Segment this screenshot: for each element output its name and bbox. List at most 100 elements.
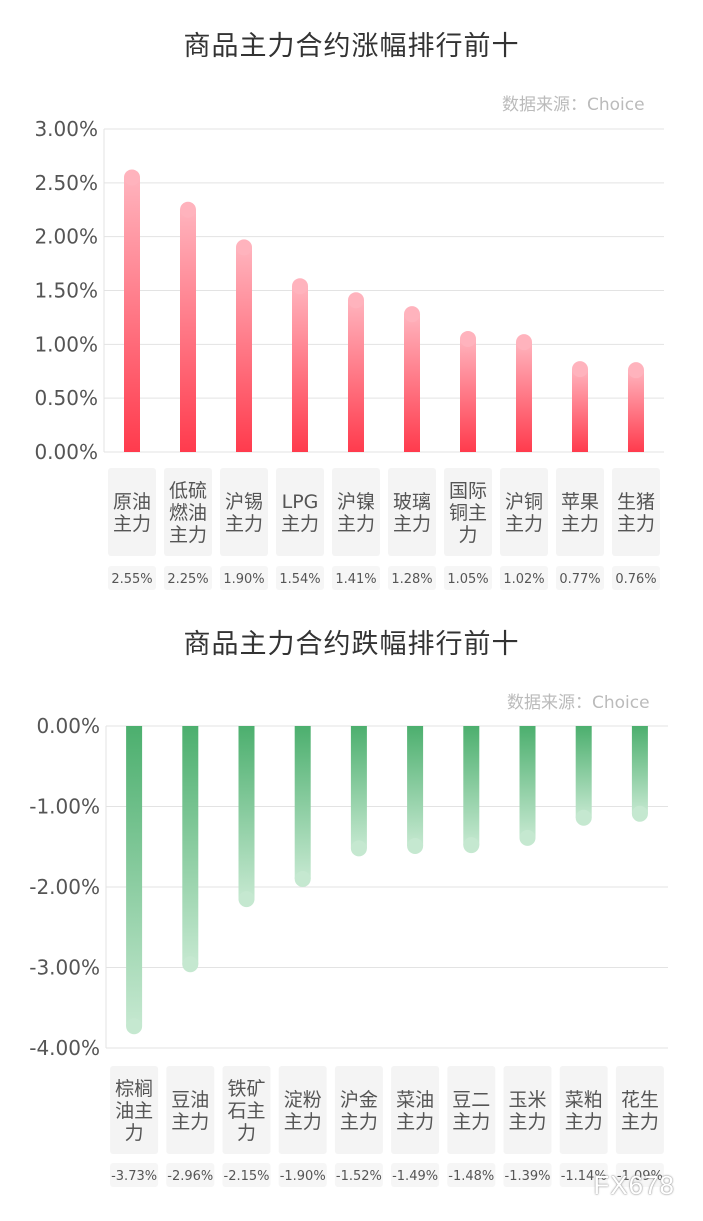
category-label: 苹果主力 [561, 491, 599, 535]
value-label-box [615, 1163, 664, 1187]
category-label: 沪镍主力 [337, 491, 375, 535]
bar [180, 209, 196, 452]
category-label-box [556, 468, 604, 556]
bar [124, 177, 140, 452]
rise-chart: 3.00% 2.50% 2.00% 1.50% 1.00% 0.50% 0.00% 原油主力 2… [34, 117, 664, 590]
y-tick-label: -1.00% [29, 795, 100, 819]
category-label: LPG 主力 [281, 491, 319, 535]
bar [350, 726, 367, 849]
value-label-box [108, 566, 156, 590]
y-tick-label: -3.00% [29, 956, 100, 980]
y-tick-label: -4.00% [29, 1036, 100, 1060]
value-label-box [503, 1163, 552, 1187]
value-label: 0.77% [559, 572, 600, 587]
category-label-box [108, 468, 156, 556]
value-label-box [334, 1163, 383, 1187]
value-label: 1.54% [279, 572, 320, 587]
bar-end-cap [126, 1018, 143, 1035]
y-tick-label: 0.00% [34, 440, 98, 464]
category-label-box [559, 1066, 608, 1154]
category-label: 豆二主力 [452, 1089, 490, 1133]
bar [294, 726, 311, 879]
category-label: 花生主力 [621, 1089, 659, 1133]
bar-end-cap [124, 169, 140, 186]
bar-end-cap [631, 805, 648, 822]
value-label: -2.15% [224, 1169, 270, 1184]
bar-end-cap [350, 840, 367, 857]
value-label-box [556, 566, 604, 590]
bar [236, 247, 252, 452]
bar-end-cap [463, 837, 480, 854]
value-label-box [110, 1163, 159, 1187]
category-label: 沪锡主力 [225, 491, 263, 535]
y-tick-label: 2.00% [34, 225, 98, 249]
bar-end-cap [628, 362, 644, 379]
y-tick-label: 1.00% [34, 332, 98, 356]
rise-chart-source: 数据来源：Choice [502, 95, 645, 115]
category-label: 菜粕主力 [565, 1089, 603, 1133]
bar-end-cap [236, 239, 252, 256]
category-label-box [447, 1066, 496, 1154]
bar [238, 726, 255, 900]
category-label: 棕榈油主力 [115, 1078, 153, 1144]
fall-chart: 0.00% -1.00% -2.00% -3.00% -4.00% 棕榈油主力 -3.73%… [29, 714, 668, 1187]
value-label-box [388, 566, 436, 590]
bar [348, 300, 364, 452]
value-label-box [276, 566, 324, 590]
value-label: 1.41% [335, 572, 376, 587]
bar [463, 726, 480, 846]
bar-end-cap [460, 330, 476, 347]
bar [516, 342, 532, 452]
bar-end-cap [572, 361, 588, 378]
category-label-box [164, 468, 212, 556]
value-label: -1.90% [280, 1169, 326, 1184]
value-label-box [391, 1163, 440, 1187]
value-label-box [444, 566, 492, 590]
category-label: 沪金主力 [340, 1089, 378, 1133]
category-label-box [276, 468, 324, 556]
bar [572, 369, 588, 452]
category-label-box [444, 468, 492, 556]
bar-end-cap [407, 837, 424, 854]
value-label: 0.76% [615, 572, 656, 587]
value-label: -1.09% [617, 1169, 663, 1184]
y-tick-label: 0.50% [34, 386, 98, 410]
category-label: 沪铜主力 [505, 491, 543, 535]
category-label: 铁矿石主力 [227, 1078, 265, 1144]
bar-end-cap [404, 306, 420, 323]
category-label-box [332, 468, 380, 556]
bar-end-cap [292, 278, 308, 295]
category-label: 原油主力 [113, 491, 151, 535]
bar-end-cap [180, 201, 196, 218]
value-label-box [500, 566, 548, 590]
bar-end-cap [294, 870, 311, 887]
value-label: 1.90% [223, 572, 264, 587]
category-label: 淀粉主力 [284, 1089, 322, 1133]
value-label: -1.52% [336, 1169, 382, 1184]
bar-end-cap [238, 891, 255, 908]
category-label-box [110, 1066, 159, 1154]
bar-end-cap [519, 829, 536, 846]
bar [628, 370, 644, 452]
watermark-logo: FX678 [593, 1170, 675, 1200]
category-label: 低硫燃油主力 [169, 480, 207, 546]
category-label-box [220, 468, 268, 556]
value-label: 1.05% [447, 572, 488, 587]
category-label-box [391, 1066, 440, 1154]
category-label-box [388, 468, 436, 556]
fall-chart-source: 数据来源：Choice [507, 693, 650, 713]
value-label-box [164, 566, 212, 590]
value-label: 1.02% [503, 572, 544, 587]
bar-end-cap [348, 292, 364, 309]
bar [126, 726, 143, 1027]
value-label-box [166, 1163, 215, 1187]
y-tick-label: 2.50% [34, 171, 98, 195]
bar [631, 726, 648, 814]
category-label-box [334, 1066, 383, 1154]
value-label-box [612, 566, 660, 590]
category-label-box [166, 1066, 215, 1154]
value-label-box [559, 1163, 608, 1187]
category-label: 菜油主力 [396, 1089, 434, 1133]
category-label: 玻璃主力 [393, 491, 431, 535]
category-label-box [222, 1066, 271, 1154]
